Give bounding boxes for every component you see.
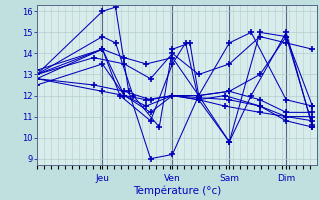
X-axis label: Température (°c): Température (°c) (133, 186, 221, 196)
